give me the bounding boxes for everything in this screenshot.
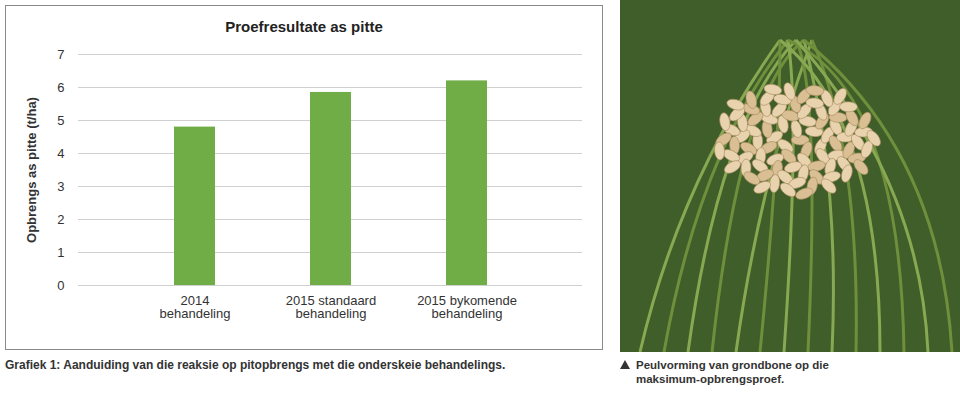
html-text:Grafiek 1: Aanduiding van die: Grafiek 1: Aanduiding van die reaksie op… (5, 358, 506, 372)
svg-text:0: 0 (57, 278, 64, 293)
svg-text:1: 1 (57, 245, 64, 260)
svg-text:2014behandeling: 2014behandeling (160, 293, 231, 321)
svg-text:Opbrengs as pitte (t/ha): Opbrengs as pitte (t/ha) (24, 97, 39, 243)
svg-text:5: 5 (57, 113, 64, 128)
svg-text:4: 4 (57, 146, 64, 161)
svg-text:2015 bykomendebehandeling: 2015 bykomendebehandeling (417, 293, 517, 321)
svg-text:6: 6 (57, 80, 64, 95)
html-text:Proefresultate as pitte: Proefresultate as pitte (225, 18, 383, 35)
svg-text:2015 standaardbehandeling: 2015 standaardbehandeling (286, 293, 376, 321)
svg-text:3: 3 (57, 179, 64, 194)
svg-text:7: 7 (57, 47, 64, 62)
svg-text:2: 2 (57, 212, 64, 227)
html-text:Peulvorming van grondbone op d: Peulvorming van grondbone op die maksimu… (636, 359, 829, 385)
